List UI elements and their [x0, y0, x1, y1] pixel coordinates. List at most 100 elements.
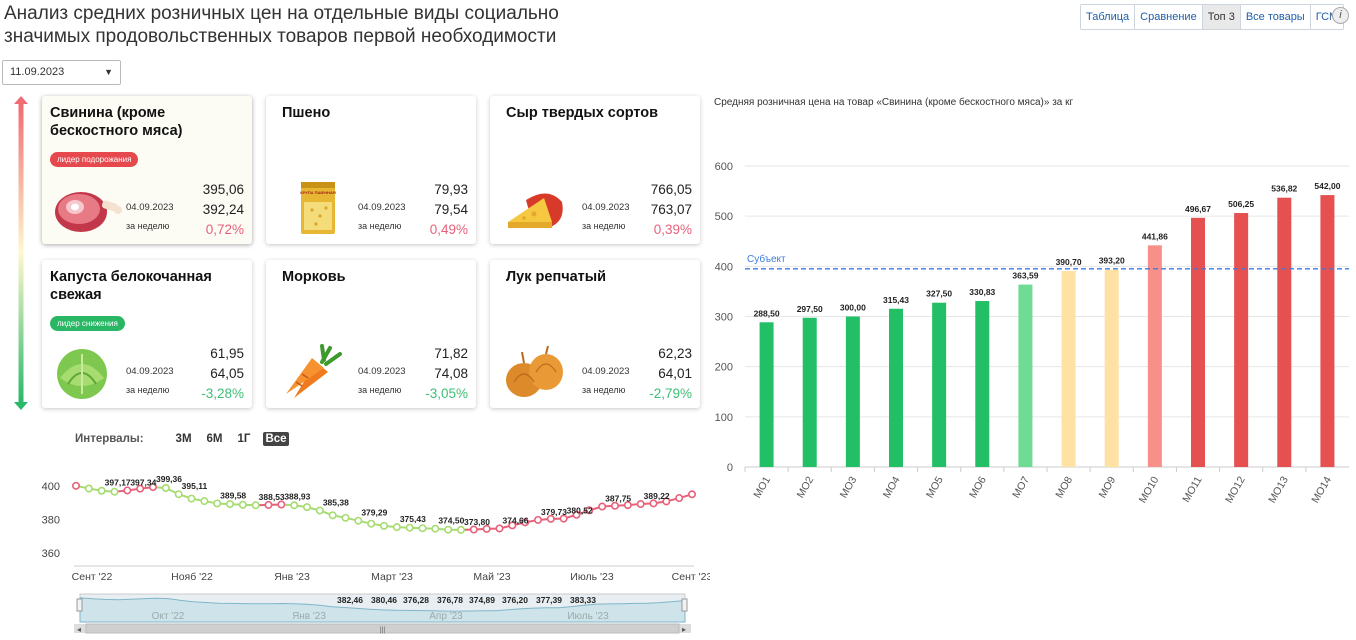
- data-point[interactable]: [521, 518, 530, 527]
- x-tick-label: Сент '23: [672, 571, 710, 583]
- data-point[interactable]: [431, 524, 440, 533]
- x-tick-label: Янв '23: [274, 571, 310, 583]
- info-icon[interactable]: i: [1332, 7, 1349, 24]
- x-tick-label: Май '23: [473, 571, 510, 583]
- data-point[interactable]: [341, 513, 350, 522]
- bar[interactable]: [932, 302, 947, 467]
- data-point[interactable]: [572, 510, 581, 519]
- tab-all-goods[interactable]: Все товары: [1240, 5, 1311, 29]
- product-card-onion[interactable]: Лук репчатый 04.09.2023 за неделю 62,23 …: [490, 260, 700, 408]
- x-tick-label: МО13: [1266, 474, 1291, 505]
- data-point[interactable]: [598, 502, 607, 511]
- data-point[interactable]: [623, 501, 632, 510]
- data-point[interactable]: [675, 494, 684, 503]
- data-point[interactable]: [123, 486, 132, 495]
- data-point[interactable]: [585, 506, 594, 515]
- data-point[interactable]: [315, 506, 324, 515]
- data-point[interactable]: [97, 486, 106, 495]
- date-select[interactable]: 11.09.2023 ▼: [2, 60, 121, 85]
- product-card-carrot[interactable]: Морковь 04.09.2023 за неделю 71,82 74,08…: [266, 260, 476, 408]
- data-point[interactable]: [469, 525, 478, 534]
- data-point[interactable]: [610, 501, 619, 510]
- data-point[interactable]: [302, 503, 311, 512]
- data-point[interactable]: [238, 500, 247, 509]
- bar[interactable]: [759, 322, 774, 467]
- bar[interactable]: [1061, 270, 1076, 467]
- data-point[interactable]: [456, 525, 465, 534]
- data-point[interactable]: [110, 487, 119, 496]
- data-point[interactable]: [662, 497, 671, 506]
- navigator-left-handle[interactable]: [76, 598, 83, 612]
- bar[interactable]: [1104, 269, 1119, 467]
- data-point[interactable]: [392, 523, 401, 532]
- product-card-cheese[interactable]: Сыр твердых сортов 04.09.2023 за неделю …: [490, 96, 700, 244]
- data-point[interactable]: [559, 514, 568, 523]
- data-point[interactable]: [444, 525, 453, 534]
- interval-1y-button[interactable]: 1Г: [237, 433, 251, 445]
- product-name: Сыр твердых сортов: [506, 105, 659, 121]
- current-price: 62,23: [658, 346, 692, 361]
- bar[interactable]: [1234, 213, 1249, 467]
- data-point[interactable]: [72, 481, 81, 490]
- data-point[interactable]: [174, 490, 183, 499]
- data-point[interactable]: [533, 515, 542, 524]
- bar[interactable]: [1147, 245, 1162, 467]
- card-date: 04.09.2023: [582, 366, 630, 377]
- data-point[interactable]: [546, 514, 555, 523]
- data-point[interactable]: [200, 497, 209, 506]
- data-point[interactable]: [277, 500, 286, 509]
- bar[interactable]: [1277, 197, 1292, 467]
- cabbage-icon: [57, 349, 107, 399]
- tab-comparison[interactable]: Сравнение: [1135, 5, 1203, 29]
- data-point[interactable]: [290, 501, 299, 510]
- data-point[interactable]: [161, 484, 170, 493]
- interval-all-button[interactable]: Все: [263, 432, 289, 446]
- bar[interactable]: [1320, 195, 1335, 467]
- tab-top3[interactable]: Топ 3: [1202, 5, 1241, 29]
- data-point[interactable]: [264, 500, 273, 509]
- bar[interactable]: [1018, 284, 1033, 467]
- bar[interactable]: [802, 317, 817, 467]
- scroll-left-icon[interactable]: ◂: [77, 625, 81, 634]
- page-title: Анализ средних розничных цен на отдельны…: [4, 3, 559, 47]
- data-point[interactable]: [482, 524, 491, 533]
- bar[interactable]: [845, 316, 860, 468]
- data-point[interactable]: [379, 521, 388, 530]
- data-point[interactable]: [328, 511, 337, 520]
- data-point[interactable]: [508, 521, 517, 530]
- data-point[interactable]: [405, 523, 414, 532]
- interval-6m-button[interactable]: 6М: [206, 433, 223, 445]
- product-card-cabbage[interactable]: Капуста белокочанная свежая лидер снижен…: [42, 260, 252, 408]
- data-point[interactable]: [418, 524, 427, 533]
- product-card-millet[interactable]: Пшено КРУПА ПШЕННАЯ 04.09.2023 за неделю…: [266, 96, 476, 244]
- interval-3m-button[interactable]: 3М: [175, 433, 192, 445]
- data-point[interactable]: [149, 483, 158, 492]
- tab-table[interactable]: Таблица: [1081, 5, 1136, 29]
- data-point[interactable]: [367, 519, 376, 528]
- product-card-pork[interactable]: Свинина (кроме бескостного мяса) лидер п…: [42, 96, 252, 244]
- data-point[interactable]: [636, 500, 645, 509]
- scrollbar-thumb[interactable]: [85, 623, 680, 634]
- data-point[interactable]: [84, 484, 93, 493]
- navigator-value-label: 382,46: [337, 595, 363, 605]
- bar[interactable]: [1191, 217, 1205, 467]
- data-point[interactable]: [354, 516, 363, 525]
- point-value-label: 388,93: [284, 492, 310, 502]
- data-point[interactable]: [213, 499, 222, 508]
- data-point[interactable]: [136, 484, 145, 493]
- navigator-right-handle[interactable]: [681, 598, 688, 612]
- point-value-label: 387,75: [605, 494, 631, 504]
- point-value-label: 397,34: [130, 477, 156, 487]
- data-point[interactable]: [687, 490, 696, 499]
- bar[interactable]: [889, 308, 903, 467]
- data-point[interactable]: [495, 524, 504, 533]
- data-point[interactable]: [226, 500, 235, 509]
- data-point[interactable]: [649, 499, 658, 508]
- data-point[interactable]: [251, 501, 260, 510]
- data-point[interactable]: [187, 494, 196, 503]
- x-tick-label: Март '23: [371, 571, 413, 583]
- interval-selector: Интервалы: 3М 6М 1Г Все: [75, 432, 300, 446]
- scroll-right-icon[interactable]: ▸: [682, 625, 686, 634]
- bar[interactable]: [975, 301, 990, 467]
